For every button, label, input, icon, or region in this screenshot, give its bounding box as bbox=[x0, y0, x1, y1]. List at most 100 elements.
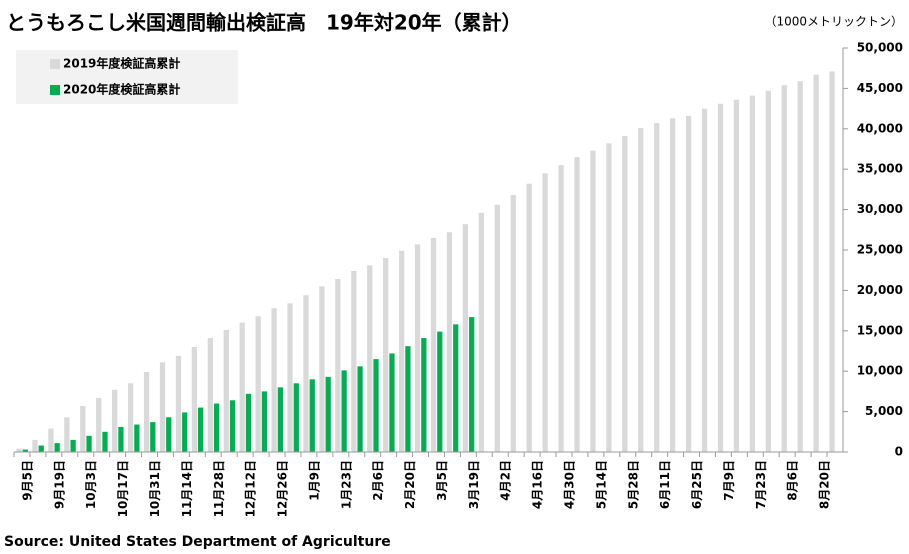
source: Source: United States Department of Agri… bbox=[4, 534, 391, 550]
x-tick-label: 8月20日 bbox=[818, 460, 832, 509]
bar bbox=[453, 324, 459, 452]
y-tick-label: 25,000 bbox=[857, 243, 903, 257]
bar bbox=[717, 103, 724, 452]
bar bbox=[277, 387, 283, 452]
bar bbox=[150, 422, 156, 452]
x-tick-label: 4月2日 bbox=[499, 460, 513, 501]
bar bbox=[261, 391, 268, 452]
x-tick-label: 5月14日 bbox=[594, 460, 608, 509]
bar bbox=[437, 331, 443, 452]
bar bbox=[797, 81, 803, 453]
bar bbox=[102, 431, 108, 452]
bar bbox=[638, 127, 644, 452]
y-tick-label: 35,000 bbox=[857, 162, 903, 176]
bar bbox=[685, 115, 692, 452]
x-tick-label: 9月5日 bbox=[20, 460, 34, 501]
bar bbox=[701, 108, 708, 452]
legend-label: 2019年度検証高累計 bbox=[63, 56, 180, 71]
x-tick-label: 1月9日 bbox=[307, 460, 321, 501]
bar bbox=[64, 417, 70, 452]
bar bbox=[191, 346, 198, 452]
bar bbox=[446, 232, 453, 452]
bar bbox=[325, 376, 331, 452]
bar bbox=[16, 448, 22, 452]
bar bbox=[80, 405, 86, 452]
bar bbox=[829, 71, 835, 452]
bar bbox=[255, 316, 261, 452]
x-tick-label: 11月14日 bbox=[180, 460, 194, 517]
bar bbox=[749, 95, 755, 452]
x-tick-label: 7月9日 bbox=[722, 460, 736, 501]
y-tick-label: 40,000 bbox=[857, 121, 903, 135]
x-tick-label: 10月31日 bbox=[148, 460, 162, 517]
bar bbox=[293, 383, 299, 452]
bar bbox=[303, 295, 309, 452]
bar bbox=[383, 258, 389, 452]
bar bbox=[430, 237, 437, 452]
y-tick-label: 10,000 bbox=[857, 364, 903, 378]
bar bbox=[781, 85, 787, 452]
x-tick-label: 7月23日 bbox=[754, 460, 768, 509]
x-tick-label: 5月28日 bbox=[626, 460, 640, 509]
bar bbox=[182, 412, 188, 452]
bar bbox=[287, 303, 293, 452]
x-tick-label: 1月23日 bbox=[339, 460, 353, 509]
bar bbox=[70, 439, 76, 452]
bar bbox=[405, 346, 411, 452]
bar bbox=[813, 74, 819, 452]
x-tick-label: 4月30日 bbox=[563, 460, 577, 509]
y-tick-label: 20,000 bbox=[857, 283, 903, 297]
bar bbox=[478, 212, 484, 452]
bar bbox=[319, 286, 325, 452]
bar bbox=[367, 265, 373, 452]
x-tick-label: 3月19日 bbox=[467, 460, 481, 509]
bar bbox=[127, 383, 134, 452]
bar bbox=[510, 195, 516, 452]
x-tick-label: 4月16日 bbox=[531, 460, 545, 509]
x-tick-label: 12月12日 bbox=[244, 460, 258, 517]
x-tick-label: 6月25日 bbox=[690, 460, 704, 509]
bar bbox=[357, 366, 363, 452]
y-tick-label: 15,000 bbox=[857, 323, 903, 337]
bar bbox=[48, 428, 54, 452]
y-tick-label: 45,000 bbox=[857, 81, 903, 95]
bar bbox=[54, 443, 60, 452]
bar bbox=[32, 439, 38, 452]
bar bbox=[462, 224, 469, 452]
bar bbox=[86, 435, 92, 452]
bar bbox=[414, 244, 421, 452]
bar bbox=[38, 445, 44, 452]
bar bbox=[765, 90, 771, 452]
unit-label: （1000メトリックトン） bbox=[764, 15, 903, 29]
bar bbox=[166, 417, 172, 452]
bar bbox=[590, 150, 596, 452]
bar bbox=[96, 397, 102, 452]
legend-swatch bbox=[50, 85, 60, 95]
bar bbox=[229, 400, 236, 452]
y-tick-label: 30,000 bbox=[857, 202, 903, 216]
bar bbox=[351, 271, 357, 452]
bar bbox=[574, 157, 580, 452]
bar bbox=[733, 99, 740, 452]
legend-label: 2020年度検証高累計 bbox=[63, 82, 180, 97]
bar bbox=[421, 338, 427, 452]
y-tick-label: 50,000 bbox=[857, 41, 903, 55]
bar bbox=[271, 308, 277, 452]
bar bbox=[373, 359, 379, 452]
bar bbox=[207, 338, 213, 452]
bar bbox=[309, 379, 315, 452]
x-tick-label: 2月20日 bbox=[403, 460, 417, 509]
x-tick-label: 11月28日 bbox=[212, 460, 226, 517]
bar bbox=[159, 362, 166, 452]
bar bbox=[670, 118, 676, 453]
bar bbox=[389, 353, 395, 452]
bar bbox=[22, 449, 28, 452]
bar bbox=[175, 355, 182, 452]
bar bbox=[239, 322, 245, 452]
y-tick-label: 5,000 bbox=[865, 404, 903, 418]
x-tick-label: 12月26日 bbox=[276, 460, 290, 517]
bar bbox=[469, 317, 475, 452]
y-tick-label: 0 bbox=[895, 445, 903, 459]
chart-title: とうもろこし米国週間輸出検証高 19年対20年（累計） bbox=[6, 11, 522, 35]
